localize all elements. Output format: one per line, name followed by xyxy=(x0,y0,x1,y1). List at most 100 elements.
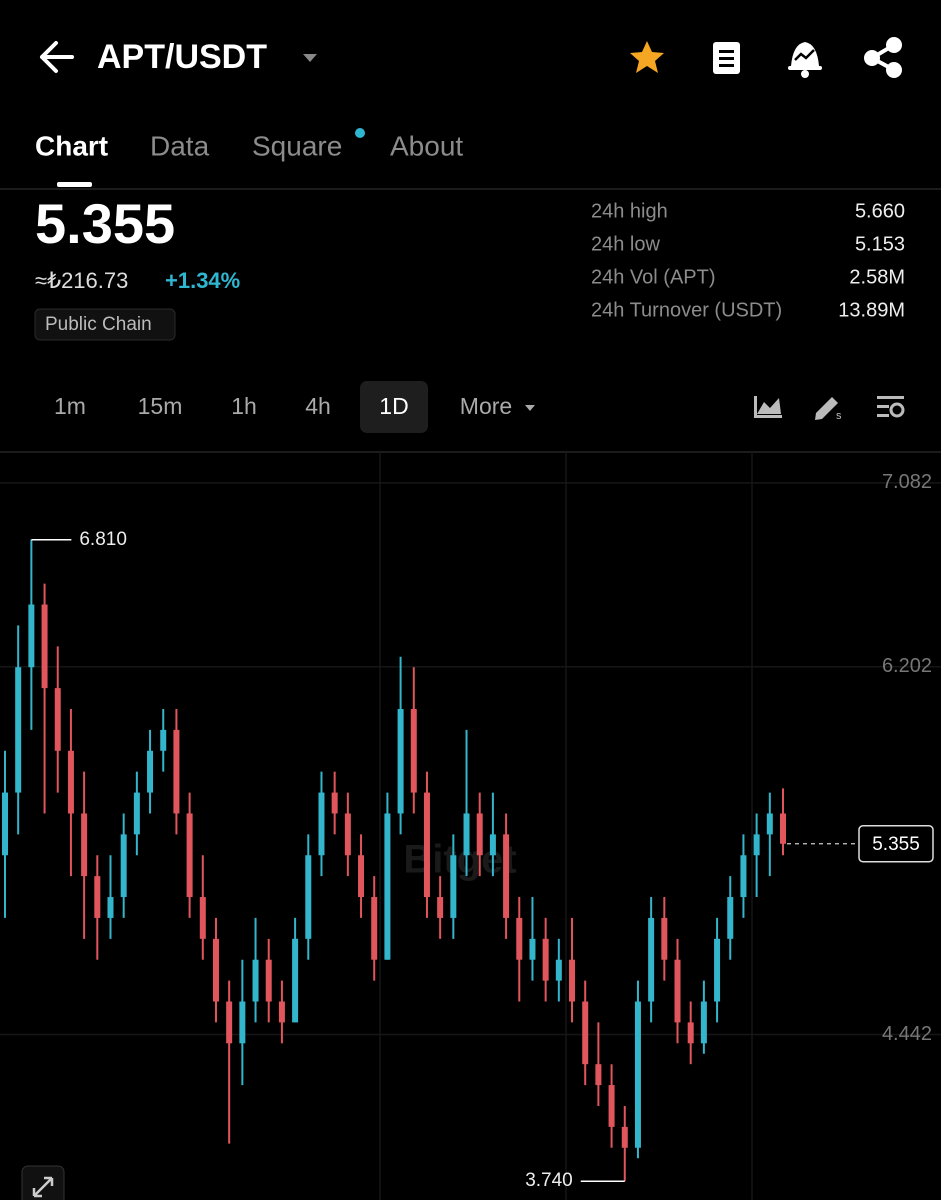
pair-title[interactable]: APT/USDT xyxy=(97,38,267,76)
interval[interactable]: More xyxy=(460,393,512,419)
candle-body xyxy=(621,1126,628,1148)
candle-body xyxy=(120,834,127,898)
interval[interactable]: 4h xyxy=(305,393,331,419)
alert-icon[interactable] xyxy=(788,42,822,78)
candle-body xyxy=(687,1022,694,1044)
candle-body xyxy=(199,897,206,939)
expand-button[interactable] xyxy=(21,1165,65,1200)
candle-body xyxy=(239,1001,246,1044)
candle-body xyxy=(133,792,140,835)
candle-body xyxy=(766,813,773,835)
candle-body xyxy=(2,792,8,856)
tab[interactable]: Data xyxy=(150,130,210,161)
candle-body xyxy=(54,688,61,751)
candle-body xyxy=(463,813,470,856)
stat-value: 13.89M xyxy=(838,299,905,321)
stats: 24h high 5.660 24h low 5.153 24h Vol (APT) 2.… xyxy=(591,200,905,321)
interval[interactable]: 1D xyxy=(379,393,408,419)
candle-body xyxy=(542,938,549,981)
candle-body xyxy=(608,1085,615,1127)
candle-body xyxy=(727,897,734,939)
candle-body xyxy=(700,1001,707,1044)
intervals: 1m 15m 1h 4h 1D More xyxy=(54,393,512,419)
extreme-label: 3.740 xyxy=(525,1170,573,1191)
candle-body xyxy=(714,938,721,1002)
extreme-label: 6.810 xyxy=(79,529,127,550)
candle-body xyxy=(28,604,35,668)
candle-body xyxy=(384,813,391,960)
tag: Public Chain xyxy=(45,314,152,335)
watermark: Bitget xyxy=(403,838,516,882)
stat-value: 2.58M xyxy=(849,266,905,288)
last-price-box xyxy=(858,825,934,863)
candle-body xyxy=(265,959,272,1002)
stat-value: 5.153 xyxy=(855,233,905,255)
candle-body xyxy=(15,667,22,793)
candle-body xyxy=(569,959,576,1002)
candle-body xyxy=(437,897,444,918)
y-tick-label: 6.202 xyxy=(882,655,932,677)
tab[interactable]: About xyxy=(390,130,463,161)
candle-body xyxy=(278,1001,285,1023)
vertical-grid xyxy=(379,452,753,1200)
y-tick-label: 7.082 xyxy=(882,471,932,493)
candle-body xyxy=(582,1001,589,1065)
stat-label: 24h Turnover (USDT) xyxy=(591,299,782,321)
stat-label: 24h high xyxy=(591,200,668,222)
svg-text:s: s xyxy=(836,410,842,422)
candle-body xyxy=(41,604,48,689)
candle-body xyxy=(107,897,114,918)
candle-body xyxy=(740,855,747,898)
candle-body xyxy=(226,1001,233,1044)
candle-body xyxy=(555,959,562,981)
candle-body xyxy=(292,938,299,1023)
candle-body xyxy=(410,708,417,793)
candle-body xyxy=(186,813,193,898)
last-price-label: 5.355 xyxy=(872,834,920,855)
tab[interactable]: Square xyxy=(252,130,342,161)
candle-body xyxy=(595,1064,602,1086)
back-button[interactable] xyxy=(40,41,74,73)
candle-body xyxy=(753,834,760,856)
more-caret[interactable] xyxy=(525,405,535,411)
tag-box xyxy=(34,308,176,341)
interval[interactable]: 1h xyxy=(231,393,257,419)
chart-type-icon[interactable] xyxy=(754,396,782,418)
candle-body xyxy=(81,813,88,877)
last-price: 5.355 xyxy=(35,192,175,255)
candle-body xyxy=(780,813,786,844)
candle-body xyxy=(371,897,378,960)
candle-body xyxy=(476,813,483,856)
draw-icon[interactable]: s xyxy=(815,397,842,422)
candle-body xyxy=(331,792,338,814)
candle-body xyxy=(450,855,457,918)
tab[interactable]: Chart xyxy=(35,130,108,161)
share-icon[interactable] xyxy=(864,37,902,78)
favorite-icon[interactable] xyxy=(630,41,664,73)
candle-body xyxy=(318,792,325,856)
tab-underline xyxy=(57,182,92,187)
candle-body xyxy=(503,834,510,918)
pair-caret[interactable] xyxy=(303,54,317,62)
candle-body xyxy=(94,876,101,918)
interval[interactable]: 1m xyxy=(54,393,86,419)
candle-body xyxy=(661,917,668,960)
candle-body xyxy=(173,729,180,814)
candle-body xyxy=(516,917,523,960)
candle-body xyxy=(489,834,496,856)
converted-price: ≈₺216.73 xyxy=(35,268,128,293)
interval[interactable]: 15m xyxy=(138,393,183,419)
tab-dot xyxy=(355,128,365,138)
stat-label: 24h Vol (APT) xyxy=(591,266,716,288)
y-tick-label: 4.442 xyxy=(882,1023,932,1045)
settings-icon[interactable] xyxy=(877,396,905,418)
candle-body xyxy=(397,708,404,814)
notes-icon[interactable] xyxy=(713,42,740,74)
candle-body xyxy=(305,855,312,939)
candle-body xyxy=(147,750,154,793)
candle-body xyxy=(423,792,430,898)
candle-body xyxy=(252,959,259,1002)
